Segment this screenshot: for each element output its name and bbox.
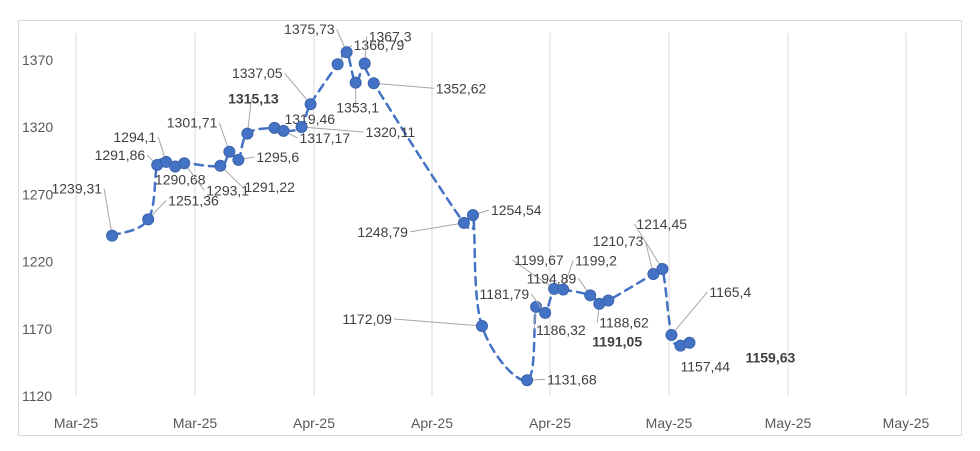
- data-label: 1375,73: [284, 21, 335, 37]
- data-point: [521, 374, 534, 387]
- data-point: [106, 229, 119, 242]
- y-tick-label: 1170: [22, 321, 52, 337]
- data-point: [331, 58, 344, 71]
- data-point: [277, 124, 290, 137]
- data-label: 1290,68: [155, 172, 206, 188]
- data-point: [367, 77, 380, 90]
- leader-line: [409, 222, 465, 233]
- x-tick-label: May-25: [646, 415, 693, 431]
- data-label: 1367,3: [369, 29, 412, 45]
- leader-line: [671, 291, 708, 336]
- data-point: [584, 289, 597, 302]
- data-label: 1291,86: [95, 147, 146, 163]
- leader-line: [393, 318, 483, 327]
- data-point: [304, 98, 317, 111]
- data-point: [223, 145, 236, 158]
- data-point: [241, 127, 254, 140]
- x-tick-label: Apr-25: [293, 415, 335, 431]
- data-point: [349, 76, 362, 89]
- data-point: [358, 57, 371, 70]
- data-point: [647, 268, 660, 281]
- data-point: [665, 328, 678, 341]
- x-tick-label: Mar-25: [54, 415, 99, 431]
- data-label: 1337,05: [232, 65, 283, 81]
- data-point: [557, 283, 570, 296]
- data-point: [475, 319, 488, 332]
- series-line: [110, 50, 691, 382]
- x-tick-label: Apr-25: [529, 415, 571, 431]
- data-label: 1157,44: [680, 359, 730, 375]
- data-label: 1317,17: [300, 130, 351, 146]
- data-point: [232, 153, 245, 166]
- data-point: [602, 294, 615, 307]
- data-point: [340, 46, 353, 59]
- y-tick-label: 1220: [22, 254, 53, 270]
- data-label: 1320,11: [366, 124, 416, 140]
- data-point: [214, 159, 227, 172]
- data-label: 1293,1: [206, 182, 249, 198]
- data-label: 1315,13: [228, 91, 279, 107]
- data-point: [178, 157, 191, 170]
- data-label: 1295,6: [256, 149, 299, 165]
- data-label: 1194,89: [527, 270, 577, 286]
- leader-line: [511, 259, 555, 290]
- data-point: [457, 216, 470, 229]
- x-tick-label: May-25: [883, 415, 930, 431]
- data-label: 1291,22: [244, 179, 295, 195]
- data-label: 1353,1: [336, 100, 379, 116]
- leader-line: [633, 223, 663, 270]
- data-label: 1188,62: [599, 315, 649, 331]
- data-point: [656, 263, 669, 276]
- data-point: [295, 120, 308, 133]
- y-tick-label: 1120: [22, 388, 52, 404]
- data-label: 1294,1: [113, 129, 156, 145]
- data-label: 1191,05: [592, 333, 642, 349]
- y-tick-label: 1320: [22, 119, 53, 135]
- data-label: 1199,67: [514, 252, 564, 268]
- data-label: 1181,79: [480, 286, 530, 302]
- chart-frame: [18, 20, 962, 436]
- data-label: 1301,71: [167, 115, 218, 131]
- leader-line: [284, 72, 311, 105]
- data-label: 1199,2: [575, 253, 617, 269]
- data-label: 1159,63: [745, 350, 795, 366]
- data-label: 1248,79: [357, 224, 408, 240]
- data-label: 1254,54: [491, 202, 542, 218]
- x-tick-label: Apr-25: [411, 415, 453, 431]
- data-label: 1214,45: [636, 216, 687, 232]
- data-label: 1165,4: [709, 284, 751, 300]
- data-point: [539, 306, 552, 319]
- data-point: [466, 209, 479, 222]
- data-point: [142, 213, 155, 226]
- leader-line: [373, 82, 434, 89]
- data-label: 1186,32: [536, 322, 586, 338]
- y-tick-label: 1370: [22, 52, 53, 68]
- data-label: 1239,31: [51, 181, 102, 197]
- leader-line: [103, 188, 113, 236]
- data-label: 1172,09: [342, 311, 392, 327]
- data-label: 1251,36: [168, 192, 219, 208]
- data-label: 1352,62: [436, 80, 487, 96]
- data-label: 1131,68: [547, 371, 597, 387]
- x-tick-label: Mar-25: [173, 415, 218, 431]
- data-label: 1319,46: [284, 111, 335, 127]
- x-tick-label: May-25: [765, 415, 812, 431]
- data-label: 1210,73: [593, 233, 644, 249]
- y-tick-label: 1270: [22, 186, 53, 202]
- data-point: [683, 336, 696, 349]
- leader-line: [301, 126, 364, 133]
